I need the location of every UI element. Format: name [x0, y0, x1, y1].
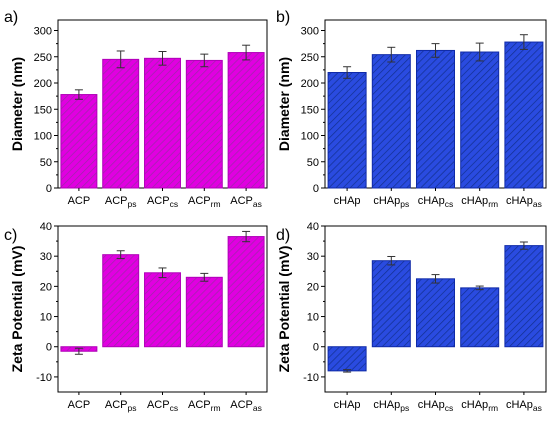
bar — [327, 346, 367, 372]
panel-a: a) 0 50 100 150 200 250 300 Diameter (nm) ACP ACP… — [4, 9, 268, 209]
x-tick-label: ACPcs — [147, 195, 178, 209]
y-tick-label: 300 — [301, 26, 319, 38]
x-tick-label: cHApcs — [418, 399, 453, 413]
y-tick-label: 0 — [46, 342, 52, 354]
y-tick-label: 10 — [307, 312, 319, 324]
panel-label-c: c) — [4, 227, 17, 244]
y-tick-label: 0 — [313, 183, 319, 195]
bar — [504, 245, 544, 348]
y-tick-label: 30 — [40, 251, 52, 263]
x-tick-label: cHApas — [506, 195, 542, 209]
x-tick-label: ACP — [68, 399, 91, 411]
y-tick-label: 200 — [34, 78, 52, 90]
bar — [185, 276, 223, 348]
x-tick-label: ACP — [68, 195, 91, 207]
bar — [460, 287, 500, 348]
bar — [504, 41, 544, 189]
y-tick-label: -10 — [36, 372, 52, 384]
panel-label-d: d) — [276, 227, 290, 244]
x-tick-label: ACPps — [105, 399, 137, 413]
y-axis-label: Zeta Potential (mV) — [276, 246, 292, 373]
y-tick-label: 300 — [34, 26, 52, 38]
panel-c: c) -10 0 10 20 30 40 Zeta Potential (mV) ACP ACP… — [4, 221, 268, 413]
bar — [60, 94, 98, 189]
x-tick-label: ACPas — [230, 399, 262, 413]
y-tick-label: 50 — [307, 157, 319, 169]
bar — [102, 254, 140, 348]
x-tick-label: ACPcs — [147, 399, 178, 413]
x-tick-label: cHAp — [334, 195, 361, 207]
bar — [371, 260, 411, 348]
bar — [371, 54, 411, 189]
bar — [227, 236, 265, 348]
y-tick-label: 50 — [40, 157, 52, 169]
x-tick-label: cHApps — [373, 399, 409, 413]
y-tick-label: 150 — [301, 104, 319, 116]
y-tick-label: 100 — [34, 131, 52, 143]
y-axis-label: Diameter (nm) — [276, 57, 292, 151]
bar — [415, 49, 456, 189]
y-axis-label: Zeta Potential (mV) — [9, 246, 25, 373]
y-tick-label: 0 — [46, 183, 52, 195]
x-tick-label: cHApas — [506, 399, 542, 413]
y-tick-label: 40 — [40, 221, 52, 233]
x-tick-label: cHApcs — [418, 195, 453, 209]
y-tick-label: 30 — [307, 251, 319, 263]
bar — [144, 272, 181, 348]
y-tick-label: 20 — [40, 281, 52, 293]
bar — [327, 72, 367, 189]
x-tick-label: ACPps — [105, 195, 137, 209]
y-tick-label: 150 — [34, 104, 52, 116]
x-tick-label: cHAprm — [461, 399, 498, 413]
y-tick-label: 10 — [40, 312, 52, 324]
panel-label-a: a) — [4, 9, 18, 26]
panel-label-b: b) — [276, 9, 290, 26]
x-tick-label: cHApps — [373, 195, 409, 209]
y-tick-label: 200 — [301, 78, 319, 90]
x-tick-label: ACPas — [230, 195, 262, 209]
x-tick-label: cHAp — [334, 399, 361, 411]
y-tick-label: 250 — [301, 52, 319, 64]
x-tick-label: ACPrm — [188, 399, 221, 413]
y-tick-label: -10 — [303, 372, 319, 384]
bar — [185, 59, 223, 189]
y-tick-label: 0 — [313, 342, 319, 354]
x-tick-label: ACPrm — [188, 195, 221, 209]
y-tick-label: 20 — [307, 281, 319, 293]
bar — [415, 278, 456, 348]
y-axis-label: Diameter (nm) — [9, 57, 25, 151]
x-tick-label: cHAprm — [461, 195, 498, 209]
y-tick-label: 250 — [34, 52, 52, 64]
y-tick-label: 100 — [301, 131, 319, 143]
bar — [227, 52, 265, 189]
bar — [102, 58, 140, 189]
bar — [144, 57, 181, 189]
y-tick-label: 40 — [307, 221, 319, 233]
bar — [460, 51, 500, 189]
